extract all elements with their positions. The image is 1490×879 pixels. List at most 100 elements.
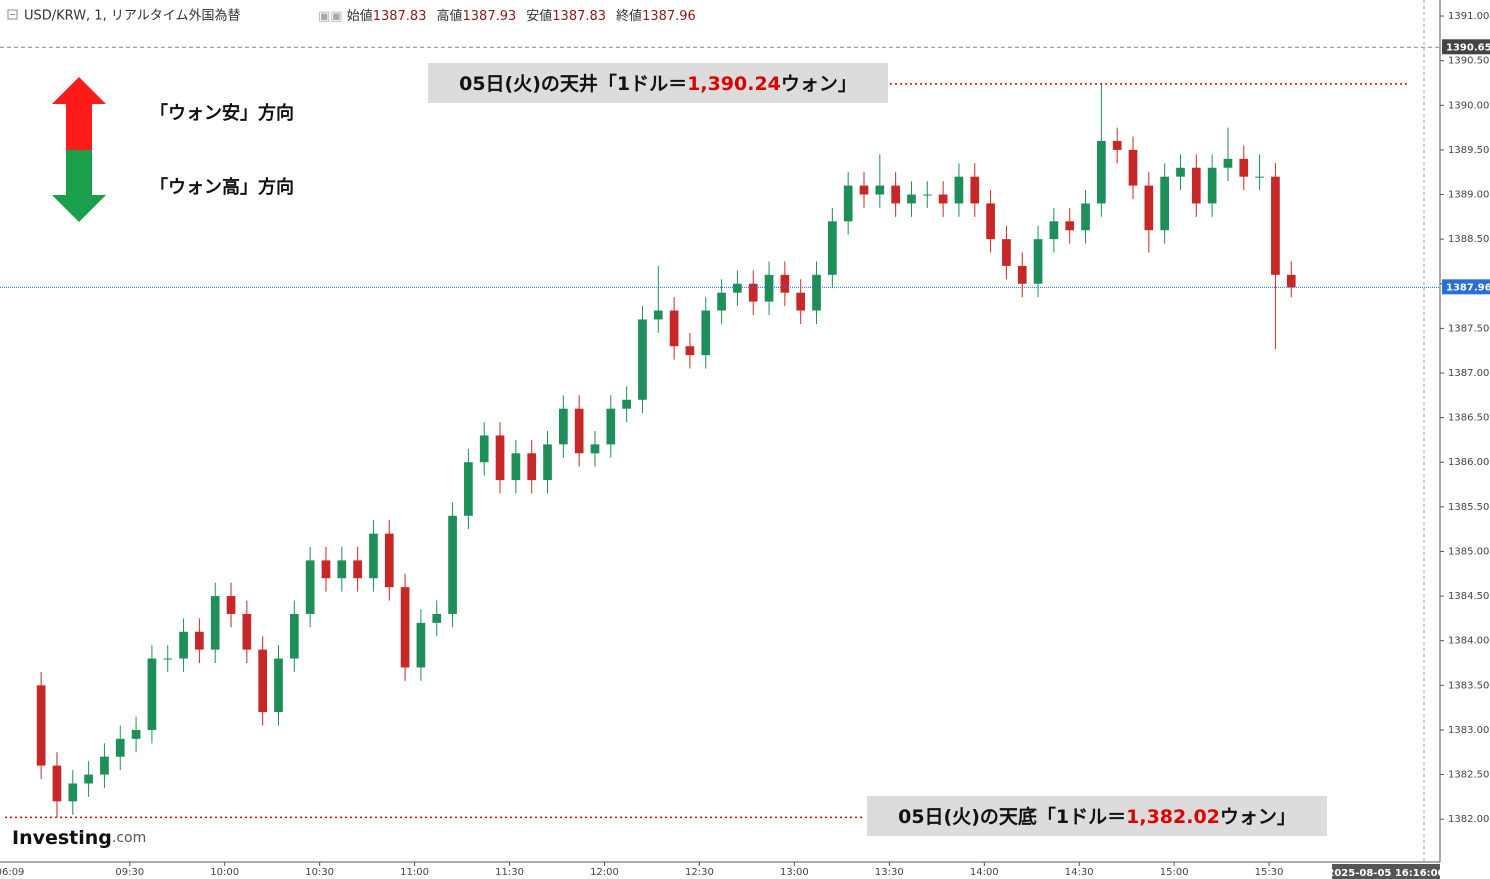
candle-body [622,399,631,409]
candle-body [511,453,521,481]
candle-body [733,283,742,293]
x-tick-label: 13:30 [875,867,904,878]
candle-body [1144,185,1154,231]
candle-body [1081,203,1090,231]
candle-body [1176,167,1185,177]
candle-body [638,319,647,400]
last-price-tag [1442,279,1490,295]
annotation-prefix: 05日(火)の天底「1ドル＝ [898,805,1126,828]
date-label: 2025-08-05 16:16:00 [1327,868,1444,879]
candle-body [479,435,489,463]
candle-body [1128,149,1138,186]
candle-body [748,283,758,302]
annotation-box [428,63,888,103]
candle-body [131,729,141,739]
ref-price-label: 1390.65 [1446,42,1490,53]
candle-body [669,310,679,347]
date-label-bg [1332,864,1440,879]
candle-body [400,587,410,668]
candle-body [1112,140,1122,150]
ohlc-label: 終値 [616,8,642,24]
candle-body [1207,167,1217,204]
candle-body [464,462,473,516]
annotation-text: 05日(火)の天底「1ドル＝1,382.02ウォン」 [898,805,1296,828]
ohlc-label: 始値 [347,8,373,24]
y-tick-label: 1390.00 [1448,100,1489,111]
y-tick-label: 1386.50 [1448,413,1489,424]
candle-body [527,453,537,481]
candle-body [685,346,695,356]
logo-brand: Investing [12,827,112,849]
x-tick-label: 15:30 [1255,867,1284,878]
annotation-suffix: ウォン」 [781,73,857,95]
annotation-suffix: ウォン」 [1220,806,1296,828]
candle-body [1271,176,1280,275]
y-tick-label: 1382.00 [1448,814,1489,825]
y-tick-label: 1387.00 [1448,368,1489,379]
candle-body [970,176,980,204]
candle-body [717,292,726,311]
legend-up-text: 「ウォン安」方向 [150,102,294,124]
candle-body [242,613,252,650]
header-title: USD/KRW, 1, リアルタイム外国為替 [24,8,240,24]
y-tick-label: 1385.00 [1448,546,1489,557]
candle-body [986,203,995,240]
candle-body [1286,274,1296,288]
ohlc-value: 1387.93 [463,9,517,24]
session-start-label: 06:09 [0,867,24,878]
y-tick-label: 1387.50 [1448,323,1489,334]
y-tick-label: 1383.50 [1448,680,1489,691]
candle-body [115,738,125,757]
candle-body [1097,140,1106,204]
candle-body [1017,265,1027,284]
candle-body [1255,176,1264,178]
y-tick-label: 1382.50 [1448,770,1489,781]
candle-body [147,658,157,730]
candle-body [606,408,616,445]
ref-price-tag [1442,39,1490,55]
candle-body [68,783,78,802]
candle-body [495,435,505,481]
candle-body [796,292,806,311]
candle-body [36,685,46,766]
x-tick-label: 13:00 [780,867,809,878]
candle-body [843,185,853,222]
candle-body [812,274,821,311]
candle-body [938,194,948,204]
candle-body [305,560,315,614]
candle-body [337,560,347,579]
candle-body [1065,221,1075,231]
candle-body [780,274,790,293]
last-price-label: 1387.96 [1446,282,1490,293]
collapse-icon[interactable] [7,9,18,20]
x-tick-label: 14:00 [970,867,999,878]
header-ohlc: ▣▣ 始値1387.83 高値1387.93 安値1387.83 終値1387.96 [318,8,696,24]
x-tick-label: 14:30 [1065,867,1094,878]
candle-body [100,756,109,775]
y-tick-label: 1389.00 [1448,190,1489,201]
candle-body [321,560,331,579]
candle-body [922,194,932,196]
x-tick-label: 09:30 [115,867,144,878]
x-tick-label: 10:30 [305,867,334,878]
candle-body [432,613,442,623]
logo-suffix: .com [112,830,146,846]
candle-body [1049,221,1059,240]
candle-body [1160,176,1170,231]
legend-down-text: 「ウォン高」方向 [150,176,294,198]
candles [36,83,1296,818]
y-tick-label: 1384.00 [1448,636,1489,647]
overlay: 1390.65 1387.96 05日(火)の天井「1ドル＝1,390.24ウォン」… [0,39,1490,836]
candle-body [1223,158,1233,168]
candle-body [384,533,394,588]
down-arrow [52,150,106,222]
candle-body [84,774,93,784]
candle-body [701,310,711,356]
candle-body [1002,239,1011,266]
annotation-text: 05日(火)の天井「1ドル＝1,390.24ウォン」 [459,72,857,95]
candle-body [163,658,173,660]
candle-body [353,560,362,579]
candle-body [875,185,885,195]
